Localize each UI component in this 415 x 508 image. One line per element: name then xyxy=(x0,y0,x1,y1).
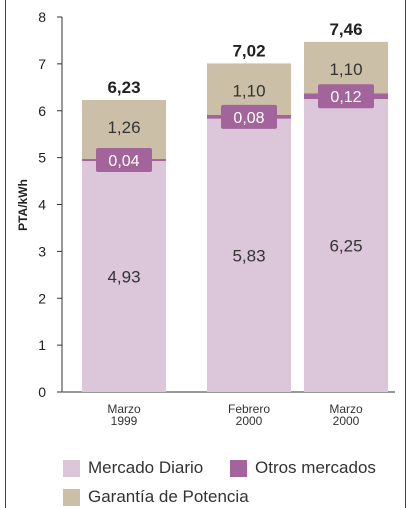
y-tick-label: 0 xyxy=(38,384,46,400)
data-label-garantia-de-potencia: 1,10 xyxy=(329,60,362,79)
otros-mercados-label-box xyxy=(318,84,374,109)
y-tick-label: 8 xyxy=(38,9,46,25)
otros-mercados-label-box xyxy=(96,147,152,172)
x-tick-label: 2000 xyxy=(236,414,263,428)
otros-mercados-label-box xyxy=(221,104,277,129)
data-label-otros-mercados: 0,12 xyxy=(330,89,361,106)
legend-swatch-otros-mercados xyxy=(230,459,247,477)
y-tick-label: 7 xyxy=(38,56,46,72)
legend-item-garantia-de-potencia: Garantía de Potencia xyxy=(63,487,249,507)
bar-segment-mercado-diario xyxy=(304,99,388,392)
legend-label-mercado-diario: Mercado Diario xyxy=(88,458,204,477)
data-label-mercado-diario: 5,83 xyxy=(232,246,265,265)
bar-total-label: 7,46 xyxy=(329,20,362,39)
legend-item-otros-mercados: Otros mercados xyxy=(230,458,376,478)
y-tick-label: 4 xyxy=(38,197,46,213)
y-tick-label: 2 xyxy=(38,290,46,306)
bar-segment-mercado-diario xyxy=(207,118,291,392)
data-label-otros-mercados: 0,08 xyxy=(233,110,264,127)
x-tick-label: Febrero xyxy=(228,402,270,416)
legend-label-otros-mercados: Otros mercados xyxy=(255,458,376,477)
legend-swatch-garantia-de-potencia xyxy=(63,488,80,506)
data-label-garantia-de-potencia: 1,26 xyxy=(107,118,140,137)
data-label-mercado-diario: 4,93 xyxy=(107,267,140,286)
frame-right-border xyxy=(405,0,406,508)
frame-left-border xyxy=(5,0,6,508)
bar-segment-mercado-diario xyxy=(82,160,166,392)
x-tick-label: Marzo xyxy=(329,402,363,416)
y-tick-label: 6 xyxy=(38,103,46,119)
bars xyxy=(82,41,388,392)
bar-total-label: 6,23 xyxy=(107,78,140,97)
legend-item-mercado-diario: Mercado Diario xyxy=(63,458,203,478)
legend-label-garantia-de-potencia: Garantía de Potencia xyxy=(88,487,249,506)
y-tick-label: 3 xyxy=(38,243,46,259)
data-labels: 0,04 4,93 1,26 6,23 0,08 5,83 1,10 7,02 0,12 6,25… xyxy=(107,20,362,287)
x-tick-label: Marzo xyxy=(107,402,141,416)
y-axis-label: PTA/kWh xyxy=(16,179,30,231)
data-label-garantia-de-potencia: 1,10 xyxy=(232,81,265,100)
y-tick-label: 5 xyxy=(38,150,46,166)
data-label-mercado-diario: 6,25 xyxy=(329,237,362,256)
legend-swatch-mercado-diario xyxy=(63,459,80,477)
x-tick-label: 1999 xyxy=(111,414,138,428)
data-label-otros-mercados: 0,04 xyxy=(108,153,139,170)
y-tick-label: 1 xyxy=(38,337,46,353)
bar-total-label: 7,02 xyxy=(232,41,265,60)
x-tick-label: 2000 xyxy=(333,414,360,428)
